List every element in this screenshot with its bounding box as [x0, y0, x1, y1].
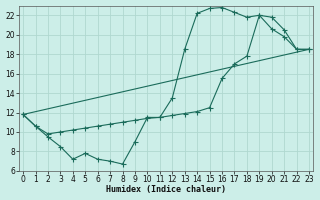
X-axis label: Humidex (Indice chaleur): Humidex (Indice chaleur): [106, 185, 226, 194]
